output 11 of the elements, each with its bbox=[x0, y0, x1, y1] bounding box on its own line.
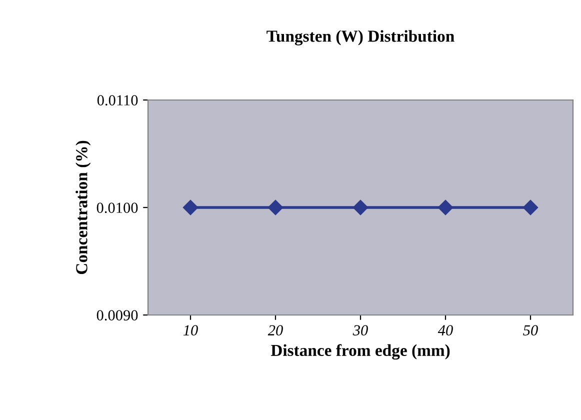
x-axis-title: Distance from edge (mm) bbox=[270, 344, 450, 360]
y-tick-label: 0.0110 bbox=[97, 95, 138, 106]
x-tick-label: 30 bbox=[352, 325, 368, 336]
y-tick-label: 0.0090 bbox=[96, 310, 138, 321]
x-tick-label: 10 bbox=[183, 325, 198, 336]
x-tick-label: 40 bbox=[438, 325, 453, 336]
x-tick-label: 50 bbox=[523, 325, 538, 336]
chart-title: Tungsten (W) Distribution bbox=[266, 30, 454, 46]
y-tick-label: 0.0100 bbox=[96, 202, 138, 214]
x-tick-label: 20 bbox=[268, 325, 283, 336]
y-axis-title: Concentration (%) bbox=[76, 140, 91, 274]
